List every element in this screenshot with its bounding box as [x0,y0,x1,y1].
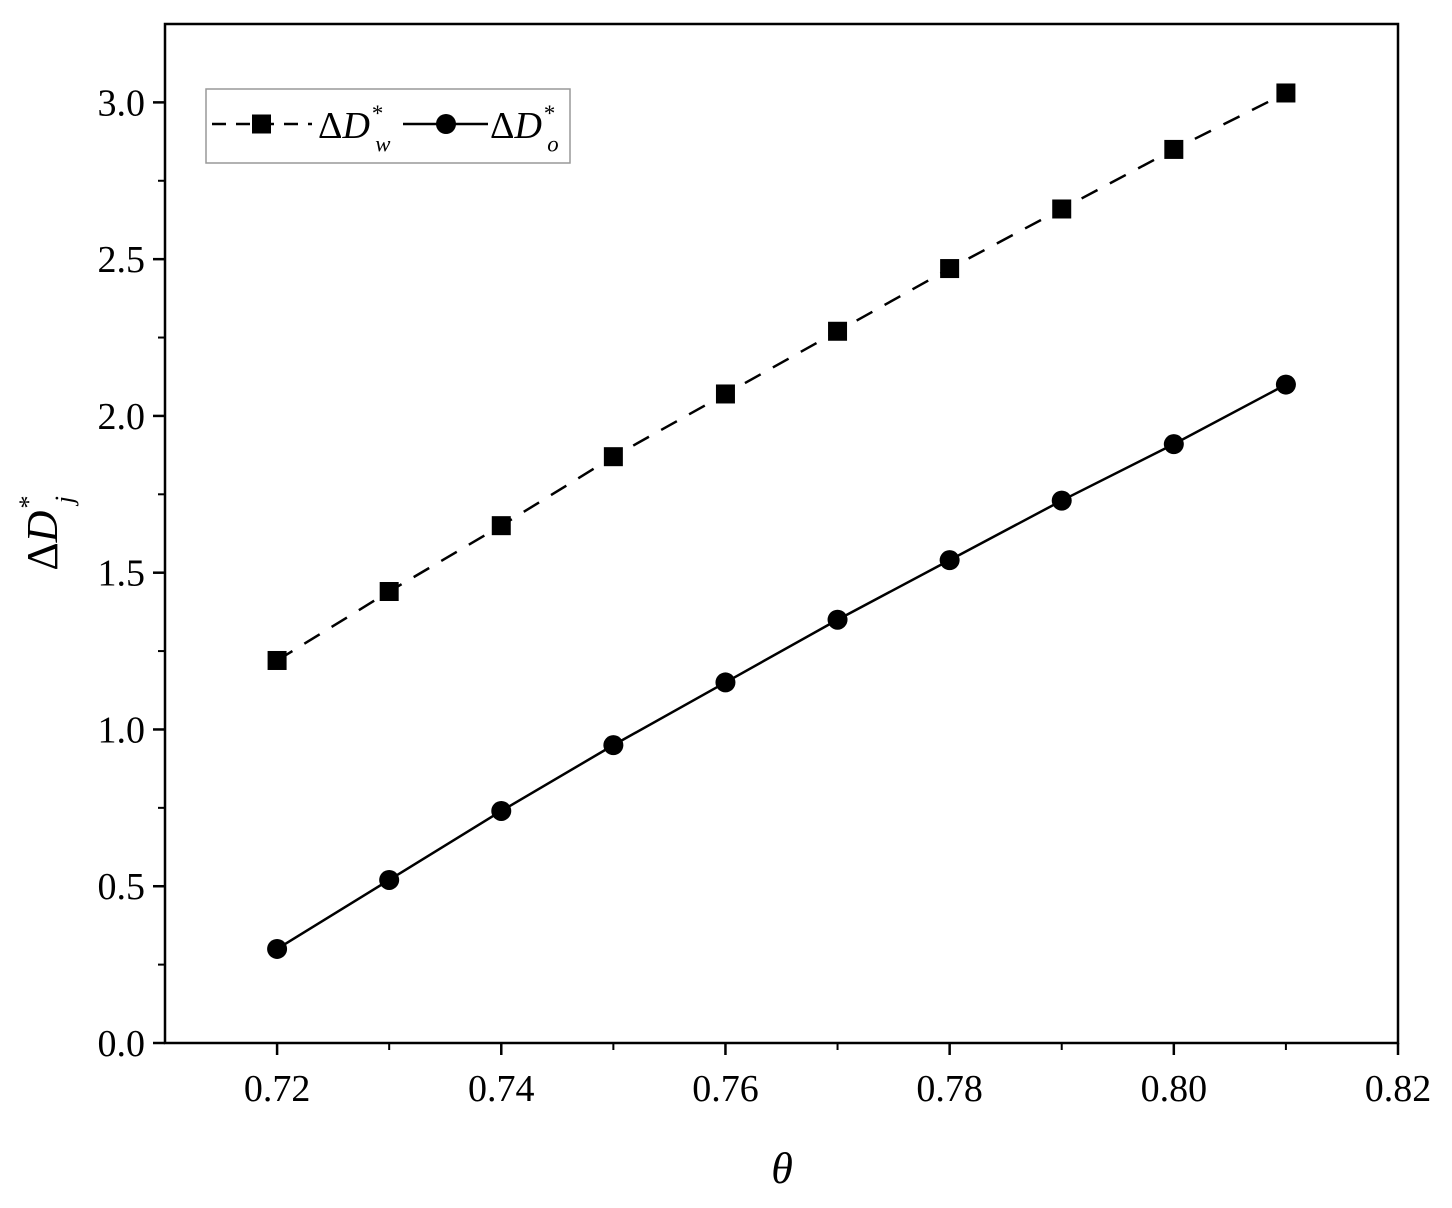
y-tick-label: 1.5 [98,553,146,595]
data-point-square [715,384,735,404]
x-tick-label: 0.76 [692,1068,759,1110]
series-do [267,374,1296,959]
legend-label-dw: ΔD* w [318,101,391,157]
plot-frame [163,22,1400,1045]
y-tick-label: 0.5 [98,866,146,908]
data-point-square [603,447,623,467]
data-point-square [491,516,511,536]
x-tick-label: 0.80 [1141,1068,1208,1110]
x-axis-title: θ [771,1144,793,1193]
data-point-circle [715,672,736,693]
data-point-circle [491,800,512,821]
y-tick-label: 2.0 [98,396,146,438]
x-tick-label: 0.82 [1365,1068,1432,1110]
series-line [276,91,1287,662]
x-tick-label: 0.74 [468,1068,535,1110]
y-tick-label: 0.0 [98,1023,146,1065]
data-point-circle [603,735,624,756]
data-point-circle [1051,490,1072,511]
data-point-circle [1163,434,1184,455]
data-point-square [940,259,960,279]
legend: ΔD* w ΔD* o [205,88,571,164]
y-tick-label: 3.0 [98,82,146,124]
data-point-square [828,321,848,341]
data-point-square [1164,139,1184,159]
x-tick-label: 0.72 [244,1068,311,1110]
data-point-square [1052,199,1072,219]
data-point-circle [939,550,960,571]
data-point-circle [267,938,288,959]
y-tick-label: 2.5 [98,239,146,281]
series-layer [267,83,1296,959]
data-point-circle [1275,374,1296,395]
x-axis: 0.72 0.74 0.76 0.78 0.80 0.82 [244,1043,1431,1110]
data-point-circle [827,609,848,630]
y-axis: 0.0 0.5 1.0 1.5 2.0 2.5 3.0 [98,82,165,1065]
data-point-square [267,650,287,670]
legend-marker-square [252,114,271,134]
data-point-square [1276,83,1296,103]
series-line [276,383,1287,951]
data-point-square [379,582,399,602]
data-point-circle [379,869,400,890]
series-dw [267,83,1296,670]
legend-marker-circle [436,114,456,134]
x-tick-label: 0.78 [916,1068,983,1110]
legend-label-do: ΔD* o [490,101,559,157]
y-axis-title: ΔD* j [13,495,79,570]
y-tick-label: 1.0 [98,709,146,751]
